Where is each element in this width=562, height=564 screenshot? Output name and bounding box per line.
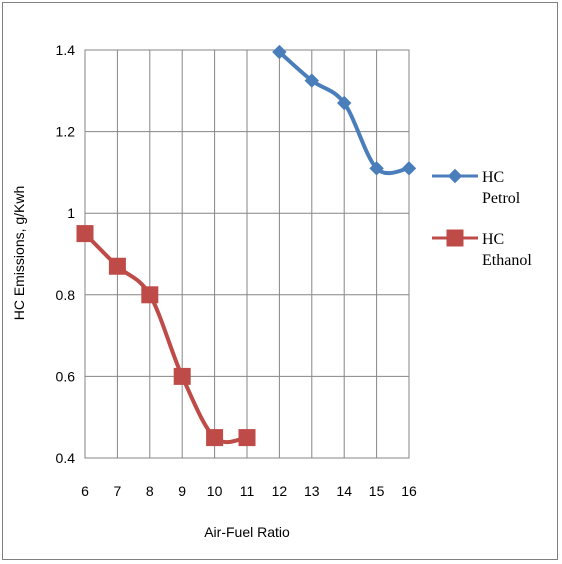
data-point (206, 429, 224, 447)
data-point (141, 286, 159, 304)
x-tick-label: 14 (336, 483, 352, 499)
x-tick-label: 9 (178, 483, 186, 499)
y-axis-title: HC Emissions, g/Kwh (11, 186, 27, 321)
x-tick-label: 8 (146, 483, 154, 499)
legend-label: Petrol (482, 190, 521, 207)
y-tick-label: 0.6 (56, 368, 76, 384)
legend: HC Petrol HC Ethanol (432, 168, 532, 269)
x-tick-label: 7 (114, 483, 122, 499)
data-point (336, 95, 352, 111)
legend-label: HC (482, 231, 504, 248)
legend-entry: HC Ethanol (432, 229, 532, 269)
x-tick-label: 10 (207, 483, 223, 499)
y-tick-label: 0.8 (56, 287, 76, 303)
y-tick-label: 1 (67, 205, 75, 221)
data-point (173, 367, 191, 385)
x-tick-label: 12 (272, 483, 288, 499)
x-tick-label: 13 (304, 483, 320, 499)
y-tick-label: 1.2 (56, 124, 76, 140)
data-point (108, 257, 126, 275)
x-tick-label: 16 (401, 483, 417, 499)
data-point (401, 161, 417, 176)
series-1 (272, 44, 417, 176)
data-point (76, 225, 94, 243)
legend-label: Ethanol (482, 252, 532, 269)
grid-lines (84, 49, 410, 459)
y-tick-labels: 0.4 0.6 0.8 1 1.2 1.4 (56, 42, 76, 466)
series-layer (76, 44, 417, 447)
x-axis-title: Air-Fuel Ratio (204, 524, 290, 540)
x-tick-labels: 6 7 8 9 10 11 12 13 14 15 16 (81, 483, 417, 499)
data-point (238, 429, 256, 447)
data-point (369, 161, 384, 176)
series-2 (76, 225, 256, 447)
y-tick-label: 0.4 (56, 450, 76, 466)
legend-marker (446, 229, 464, 247)
legend-marker (447, 168, 463, 184)
plot-area-border (84, 49, 410, 459)
legend-label: HC (482, 169, 504, 186)
x-tick-label: 15 (369, 483, 385, 499)
y-tick-label: 1.4 (56, 42, 76, 58)
chart-frame (2, 2, 558, 560)
x-tick-label: 11 (240, 483, 255, 499)
data-point (304, 73, 320, 88)
legend-entry: HC Petrol (432, 168, 521, 207)
x-tick-label: 6 (81, 483, 89, 499)
data-point (272, 44, 287, 60)
